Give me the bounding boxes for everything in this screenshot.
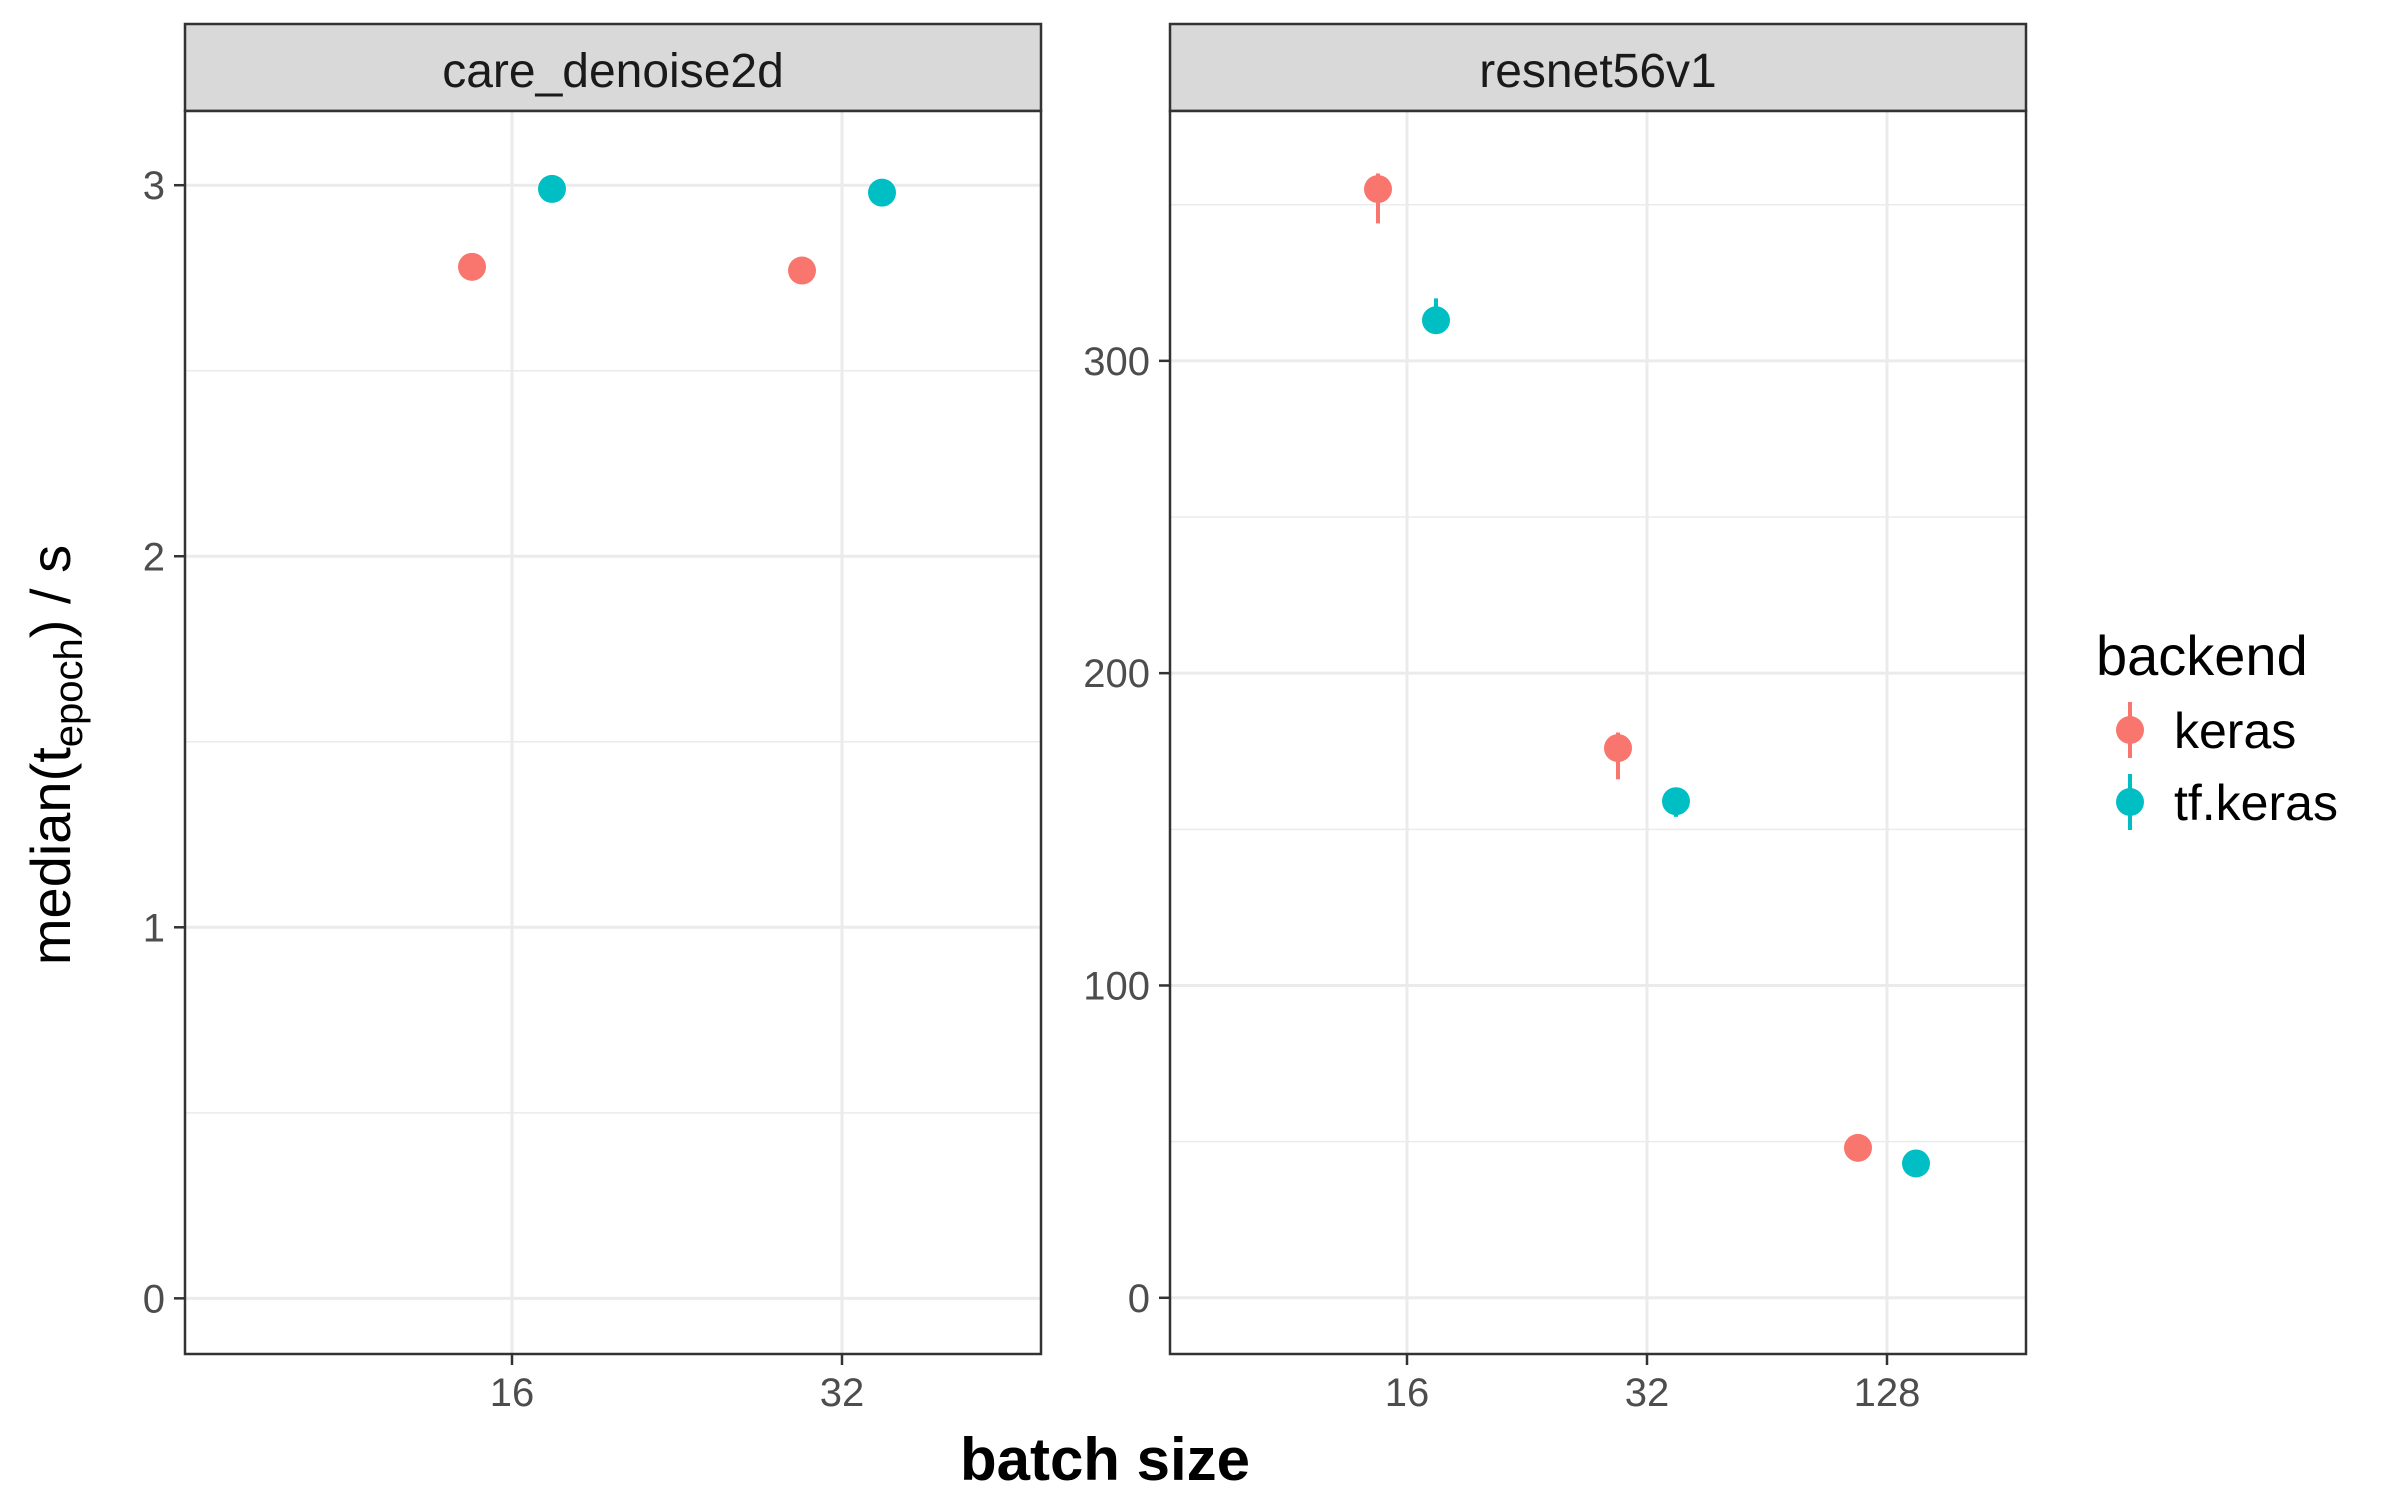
panel-1-marks xyxy=(458,174,896,285)
data-point xyxy=(1422,306,1450,335)
panel-2-gridlines xyxy=(1170,111,2026,1354)
y-axis-title-prefix: median(t xyxy=(19,747,82,965)
panel-1-strip xyxy=(183,22,1043,113)
legend-key-keras xyxy=(2116,702,2144,758)
legend-key-keras-point xyxy=(2116,716,2144,744)
legend-key-tfkeras-point xyxy=(2116,788,2144,816)
panel-2-y-ticks: 0 100 200 300 xyxy=(1083,340,1170,1321)
panel-1-border xyxy=(183,109,1043,1356)
y-tick-label: 0 xyxy=(1128,1277,1150,1321)
panel-2-title: resnet56v1 xyxy=(1479,45,1717,98)
data-point xyxy=(1662,787,1690,816)
legend-key-tfkeras xyxy=(2116,774,2144,830)
data-point xyxy=(788,256,816,285)
data-point xyxy=(1604,734,1632,763)
y-tick-label: 1 xyxy=(143,906,165,950)
panel-2-background xyxy=(1170,111,2026,1354)
x-tick-label: 16 xyxy=(1385,1371,1430,1415)
panel-1-x-ticks: 16 32 xyxy=(490,1354,865,1415)
panel-2-marks xyxy=(1364,173,1930,1178)
x-tick-label: 32 xyxy=(1625,1371,1670,1415)
data-point xyxy=(1844,1133,1872,1162)
data-point xyxy=(1364,175,1392,204)
panel-1-y-ticks: 0 1 2 3 xyxy=(143,164,185,1321)
panel-1-gridlines xyxy=(185,111,1041,1354)
legend-title: backend xyxy=(2096,624,2308,687)
y-axis-title-suffix: ) / s xyxy=(19,545,82,638)
y-tick-label: 0 xyxy=(143,1277,165,1321)
panel-2-x-ticks: 16 32 128 xyxy=(1385,1354,1921,1415)
x-axis-title: batch size xyxy=(960,1426,1250,1493)
y-tick-label: 3 xyxy=(143,164,165,208)
y-axis-title-subscript: epoch xyxy=(47,638,91,747)
y-tick-label: 300 xyxy=(1083,340,1150,384)
legend-label-tfkeras: tf.keras xyxy=(2174,775,2338,831)
panel-1-background xyxy=(185,111,1041,1354)
y-tick-label: 100 xyxy=(1083,964,1150,1008)
legend-label-keras: keras xyxy=(2174,703,2296,759)
panel-1-title: care_denoise2d xyxy=(442,45,784,98)
x-tick-label: 128 xyxy=(1854,1371,1921,1415)
data-point xyxy=(458,252,486,281)
legend: backend keras tf.keras xyxy=(2096,624,2338,831)
data-point xyxy=(868,178,896,207)
data-point xyxy=(538,174,566,203)
x-tick-label: 32 xyxy=(820,1371,865,1415)
panel-2-strip xyxy=(1168,22,2028,113)
y-axis-title: median(tepoch) / s xyxy=(19,545,91,965)
data-point xyxy=(1902,1149,1930,1178)
x-tick-label: 16 xyxy=(490,1371,535,1415)
y-tick-label: 2 xyxy=(143,535,165,579)
panel-resnet56v1: resnet56v1 0 100 200 300 16 32 128 xyxy=(1083,22,2028,1415)
y-tick-label: 200 xyxy=(1083,652,1150,696)
panel-2-border xyxy=(1168,109,2028,1356)
